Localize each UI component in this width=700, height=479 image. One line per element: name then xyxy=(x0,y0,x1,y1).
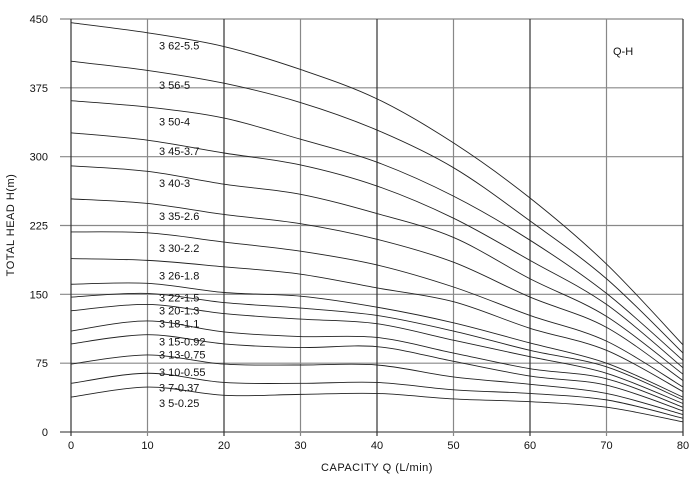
y-tick-label: 300 xyxy=(30,152,48,164)
x-axis-title: CAPACITY Q (L/min) xyxy=(321,462,433,474)
y-tick-label: 225 xyxy=(30,221,48,233)
curve-label: 3 26-1.8 xyxy=(159,271,199,283)
pump-curve xyxy=(70,354,684,415)
chart-title: Q-H xyxy=(613,46,633,58)
pump-curve xyxy=(70,303,684,404)
y-tick-label: 450 xyxy=(30,14,48,26)
pump-curve xyxy=(70,231,684,388)
curve-label: 3 50-4 xyxy=(159,116,190,128)
x-tick-label: 40 xyxy=(371,440,383,452)
x-tick-label: 50 xyxy=(447,440,459,452)
curve-label: 3 62-5.5 xyxy=(159,40,199,52)
grid xyxy=(60,18,684,436)
curve-label: 3 20-1.3 xyxy=(159,306,199,318)
curve-labels: 3 62-5.5 3 56-5 3 50-4 3 45-3.7 3 40-3 3 35-2… xyxy=(159,40,205,410)
y-tick-label: 375 xyxy=(30,83,48,95)
x-tick-label: 80 xyxy=(677,440,689,452)
pump-curve xyxy=(70,282,684,398)
pump-curve xyxy=(70,100,684,361)
y-tick-label: 75 xyxy=(36,358,48,370)
pump-curve xyxy=(70,258,684,393)
curve-label: 3 15-0.92 xyxy=(159,337,205,349)
pump-curve xyxy=(70,22,684,346)
pump-curve xyxy=(70,198,684,381)
curve-label: 3 18-1.1 xyxy=(159,318,199,330)
x-tick-label: 0 xyxy=(68,440,74,452)
curve-label: 3 56-5 xyxy=(159,80,190,92)
curve-label: 3 22-1.5 xyxy=(159,293,199,305)
curve-label: 3 10-0.55 xyxy=(159,367,205,379)
curve-label: 3 5-0.25 xyxy=(159,398,199,410)
x-tick-label: 20 xyxy=(218,440,230,452)
axis-ticks: 0 75 150 225 300 375 450 0 10 20 30 40 50 60 70 80 xyxy=(30,14,689,452)
curve-label: 3 35-2.6 xyxy=(159,211,199,223)
y-axis-title: TOTAL HEAD H(m) xyxy=(5,174,17,277)
y-tick-label: 150 xyxy=(30,289,48,301)
pump-curve xyxy=(70,132,684,369)
pump-curve xyxy=(70,334,684,412)
pump-curve xyxy=(70,372,684,419)
x-tick-label: 60 xyxy=(524,440,536,452)
curve-label: 3 30-2.2 xyxy=(159,243,199,255)
curve-label: 3 7-0.37 xyxy=(159,383,199,395)
curve-label: 3 40-3 xyxy=(159,178,190,190)
pump-curve xyxy=(70,60,684,354)
curve-label: 3 45-3.7 xyxy=(159,146,199,158)
x-tick-label: 10 xyxy=(141,440,153,452)
curve-label: 3 13-0.75 xyxy=(159,350,205,362)
pump-curve xyxy=(70,165,684,375)
x-tick-label: 30 xyxy=(294,440,306,452)
y-tick-label: 0 xyxy=(42,427,48,439)
pump-curve xyxy=(70,386,684,423)
curves xyxy=(70,22,684,423)
pump-curve xyxy=(70,292,684,401)
pump-curve xyxy=(70,320,684,408)
x-tick-label: 70 xyxy=(600,440,612,452)
